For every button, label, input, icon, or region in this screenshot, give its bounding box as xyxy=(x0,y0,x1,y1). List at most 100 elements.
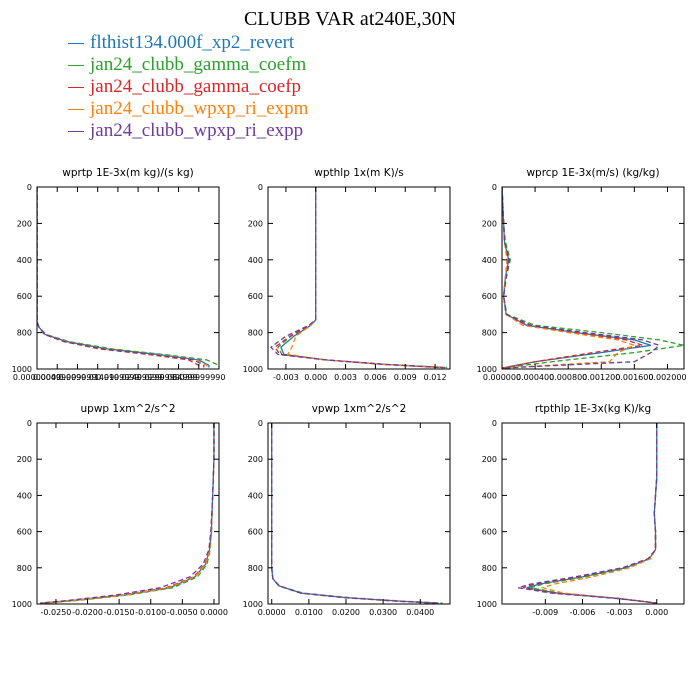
y-tick-label: 1000 xyxy=(477,365,497,374)
legend: flthist134.000f_xp2_revert jan24_clubb_g… xyxy=(68,32,308,142)
x-tick-label: 0.000800 xyxy=(549,373,587,382)
series-line xyxy=(502,187,652,369)
y-tick-label: 200 xyxy=(482,219,497,228)
legend-label: flthist134.000f_xp2_revert xyxy=(90,32,295,53)
series-line xyxy=(43,423,215,604)
legend-label: jan24_clubb_wpxp_ri_expm xyxy=(90,98,309,119)
legend-item: jan24_clubb_gamma_coefm xyxy=(68,54,308,76)
chart-panel: wpthlp 1x(m K)/s 0 200 400 600 800 1000 -0.003 0… xyxy=(243,167,451,382)
y-tick-label: 0 xyxy=(27,419,32,428)
x-tick-label: -0.0200 xyxy=(72,608,103,617)
y-tick-label: 0 xyxy=(258,183,263,192)
series-line xyxy=(271,423,443,604)
y-tick-label: 600 xyxy=(248,292,263,301)
x-tick-label: 0.000 xyxy=(645,608,668,617)
x-tick-label: 0.0200 xyxy=(332,608,360,617)
series-line xyxy=(517,423,658,604)
y-tick-label: 200 xyxy=(17,219,32,228)
y-tick-label: 200 xyxy=(248,455,263,464)
y-tick-label: 1000 xyxy=(12,600,32,609)
legend-swatch xyxy=(68,64,84,66)
y-tick-label: 200 xyxy=(17,455,32,464)
series-line xyxy=(522,423,658,604)
series-line xyxy=(277,187,448,369)
x-tick-label: -0.0050 xyxy=(167,608,198,617)
series-line xyxy=(271,423,436,604)
plot-frame xyxy=(267,186,451,370)
y-tick-label: 400 xyxy=(248,491,263,500)
x-tick-label: 0.0100 xyxy=(295,608,323,617)
x-tick-label: 0.02499999 xyxy=(114,373,162,382)
legend-swatch xyxy=(68,86,84,88)
x-tick-label: 0.0199999 xyxy=(96,373,139,382)
x-tick-label: -0.0250 xyxy=(41,608,72,617)
legend-swatch xyxy=(68,130,84,132)
y-tick-label: 800 xyxy=(482,564,497,573)
plot-frame xyxy=(36,186,220,370)
x-tick-label: 0.000 xyxy=(304,373,327,382)
y-tick-label: 400 xyxy=(482,491,497,500)
legend-item: jan24_clubb_wpxp_ri_expp xyxy=(68,120,308,142)
y-tick-label: 400 xyxy=(17,491,32,500)
legend-item: flthist134.000f_xp2_revert xyxy=(68,32,308,54)
chart-title: vpwp 1xm^2/s^2 xyxy=(312,403,407,415)
y-tick-label: 1000 xyxy=(243,365,263,374)
x-tick-label: -0.003 xyxy=(273,373,299,382)
x-tick-label: 0.001600 xyxy=(615,373,653,382)
x-tick-label: 0.00499999 xyxy=(33,373,81,382)
y-tick-label: 800 xyxy=(17,329,32,338)
chart-title: wprcp 1E-3x(m/s) (kg/kg) xyxy=(526,167,659,179)
plot-frame xyxy=(501,186,685,370)
y-tick-label: 400 xyxy=(248,256,263,265)
legend-label: jan24_clubb_gamma_coefp xyxy=(90,76,302,97)
series-line xyxy=(502,187,661,369)
chart-panel: wprtp 1E-3x(m kg)/(s kg) 0 200 400 600 800 100… xyxy=(12,167,226,382)
x-tick-label: 0.009 xyxy=(394,373,417,382)
x-tick-label: 0.0299999 xyxy=(137,373,180,382)
y-tick-label: 600 xyxy=(482,528,497,537)
x-tick-label: 0.00000000 xyxy=(13,373,61,382)
y-tick-label: 800 xyxy=(248,564,263,573)
y-tick-label: 0 xyxy=(27,183,32,192)
chart-title: wpthlp 1x(m K)/s xyxy=(314,167,404,179)
series-line xyxy=(40,423,215,604)
series-line xyxy=(271,423,439,604)
legend-label: jan24_clubb_gamma_coefm xyxy=(90,54,307,75)
x-tick-label: 0.012 xyxy=(424,373,447,382)
x-tick-label: 0.01499 xyxy=(81,373,114,382)
chart-panel: rtpthlp 1E-3x(kg K)/kg 0 200 400 600 800 1000 -… xyxy=(477,403,685,617)
page-title: CLUBB VAR at240E,30N xyxy=(243,8,457,30)
y-tick-label: 600 xyxy=(17,292,32,301)
series-line xyxy=(540,423,658,604)
series-line xyxy=(271,423,439,604)
x-tick-label: 0.009999 xyxy=(58,373,96,382)
legend-item: jan24_clubb_wpxp_ri_expm xyxy=(68,98,308,120)
y-tick-label: 1000 xyxy=(12,365,32,374)
legend-item: jan24_clubb_gamma_coefp xyxy=(68,76,308,98)
series-line xyxy=(280,187,446,369)
y-tick-label: 400 xyxy=(482,256,497,265)
x-tick-label: 0.0000 xyxy=(200,608,228,617)
series-line xyxy=(37,187,200,368)
y-tick-label: 0 xyxy=(492,419,497,428)
plot-frame xyxy=(267,422,451,605)
x-tick-label: 0.034999 xyxy=(159,373,197,382)
chart-title: wprtp 1E-3x(m kg)/(s kg) xyxy=(62,167,193,179)
series-line xyxy=(40,423,215,604)
y-tick-label: 200 xyxy=(248,219,263,228)
x-tick-label: 0.000000 xyxy=(483,373,521,382)
y-tick-label: 400 xyxy=(17,256,32,265)
x-tick-label: 0.002000 xyxy=(648,373,686,382)
x-tick-label: -0.006 xyxy=(570,608,596,617)
series-line xyxy=(502,187,637,369)
legend-swatch xyxy=(68,42,84,44)
plot-frame xyxy=(36,422,220,605)
legend-swatch xyxy=(68,108,84,110)
x-tick-label: 0.0300 xyxy=(369,608,397,617)
y-tick-label: 800 xyxy=(248,329,263,338)
plot-frame xyxy=(501,422,685,605)
chart-title: upwp 1xm^2/s^2 xyxy=(81,403,176,415)
legend-label: jan24_clubb_wpxp_ri_expp xyxy=(90,120,304,141)
